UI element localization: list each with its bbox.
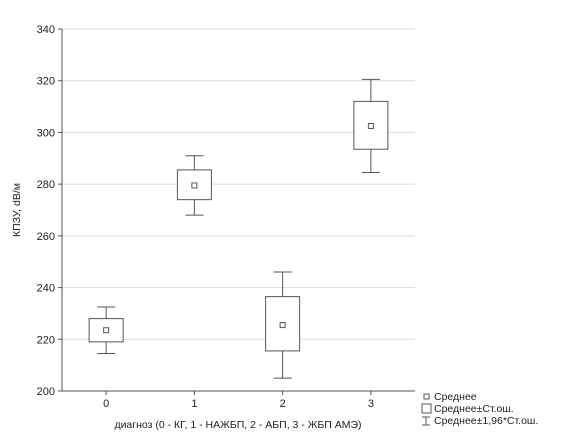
box-group-1 <box>176 155 212 216</box>
x-tick-label: 2 <box>280 398 286 410</box>
y-tick-label: 200 <box>37 386 55 398</box>
legend-ci-whisker-marker <box>422 416 430 426</box>
y-tick-label: 260 <box>37 231 55 243</box>
x-tick-label: 1 <box>191 398 197 410</box>
y-tick-label: 340 <box>37 24 55 36</box>
mean-marker <box>191 182 198 189</box>
gridlines <box>62 28 415 340</box>
legend-mean-label: Среднее <box>434 391 477 403</box>
x-axis-title: диагноз (0 - КГ, 1 - НАЖБП, 2 - АБП, 3 -… <box>114 419 361 431</box>
y-tick-label: 320 <box>37 76 55 88</box>
y-tick-label: 220 <box>37 334 55 346</box>
mean-marker <box>103 327 110 334</box>
axes: 200 220 240 260 280 300 320 340 0 1 2 3 <box>37 24 415 410</box>
legend-se-box-label: Среднее±Ст.ош. <box>434 403 514 415</box>
y-tick-label: 300 <box>37 127 55 139</box>
legend: Среднее Среднее±Ст.ош. Среднее±1,96*Ст.о… <box>421 391 538 427</box>
mean-marker <box>367 122 374 129</box>
y-axis-title: КПЗУ, dB/м <box>11 183 23 237</box>
x-tick-label: 0 <box>103 398 109 410</box>
legend-ci-whisker-label: Среднее±1,96*Ст.ош. <box>434 415 538 427</box>
y-tick-label: 240 <box>37 283 55 295</box>
mean-marker <box>279 322 286 329</box>
legend-se-box-marker <box>421 403 432 414</box>
boxes <box>88 78 389 379</box>
x-tick-label: 3 <box>368 398 374 410</box>
y-tick-label: 280 <box>37 179 55 191</box>
box-group-3 <box>353 78 389 174</box>
box-group-0 <box>88 306 124 355</box>
legend-mean-marker <box>423 393 430 400</box>
box-group-2 <box>265 271 301 379</box>
